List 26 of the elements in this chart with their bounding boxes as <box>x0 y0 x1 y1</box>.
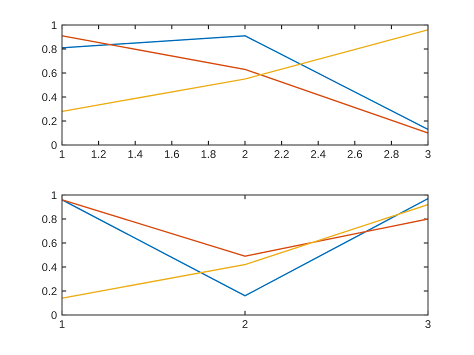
y-tick-label: 0.6 <box>42 239 57 248</box>
x-tick-label: 2 <box>242 320 248 328</box>
y-tick-label: 0.4 <box>42 263 57 272</box>
y-tick-label: 0.2 <box>42 117 57 126</box>
y-tick-label: 0 <box>51 311 57 320</box>
y-tick-label: 1 <box>52 21 57 30</box>
x-tick-label: 1.4 <box>128 150 143 158</box>
x-tick-label: 2.4 <box>311 150 326 158</box>
x-tick-label: 3 <box>425 320 431 328</box>
x-tick-label: 2 <box>242 150 248 158</box>
y-tick-label: 0.8 <box>42 215 57 224</box>
y-tick-label: 1 <box>52 191 57 200</box>
y-tick-label: 0.6 <box>42 69 57 78</box>
x-tick-label: 2.8 <box>384 150 399 158</box>
x-tick-label: 1.8 <box>202 150 216 158</box>
x-tick-label: 2.6 <box>348 150 362 158</box>
y-tick-label: 0 <box>51 141 57 150</box>
x-tick-label: 3 <box>425 150 431 158</box>
y-tick-label: 0.2 <box>42 287 57 296</box>
x-tick-label: 1 <box>60 320 65 328</box>
x-tick-label: 1.6 <box>164 150 180 158</box>
y-tick-label: 0.4 <box>42 93 57 102</box>
x-tick-label: 2.2 <box>274 150 289 158</box>
y-tick-label: 0.8 <box>42 45 57 54</box>
x-tick-label: 1 <box>60 150 65 158</box>
x-tick-label: 1.2 <box>92 150 106 158</box>
